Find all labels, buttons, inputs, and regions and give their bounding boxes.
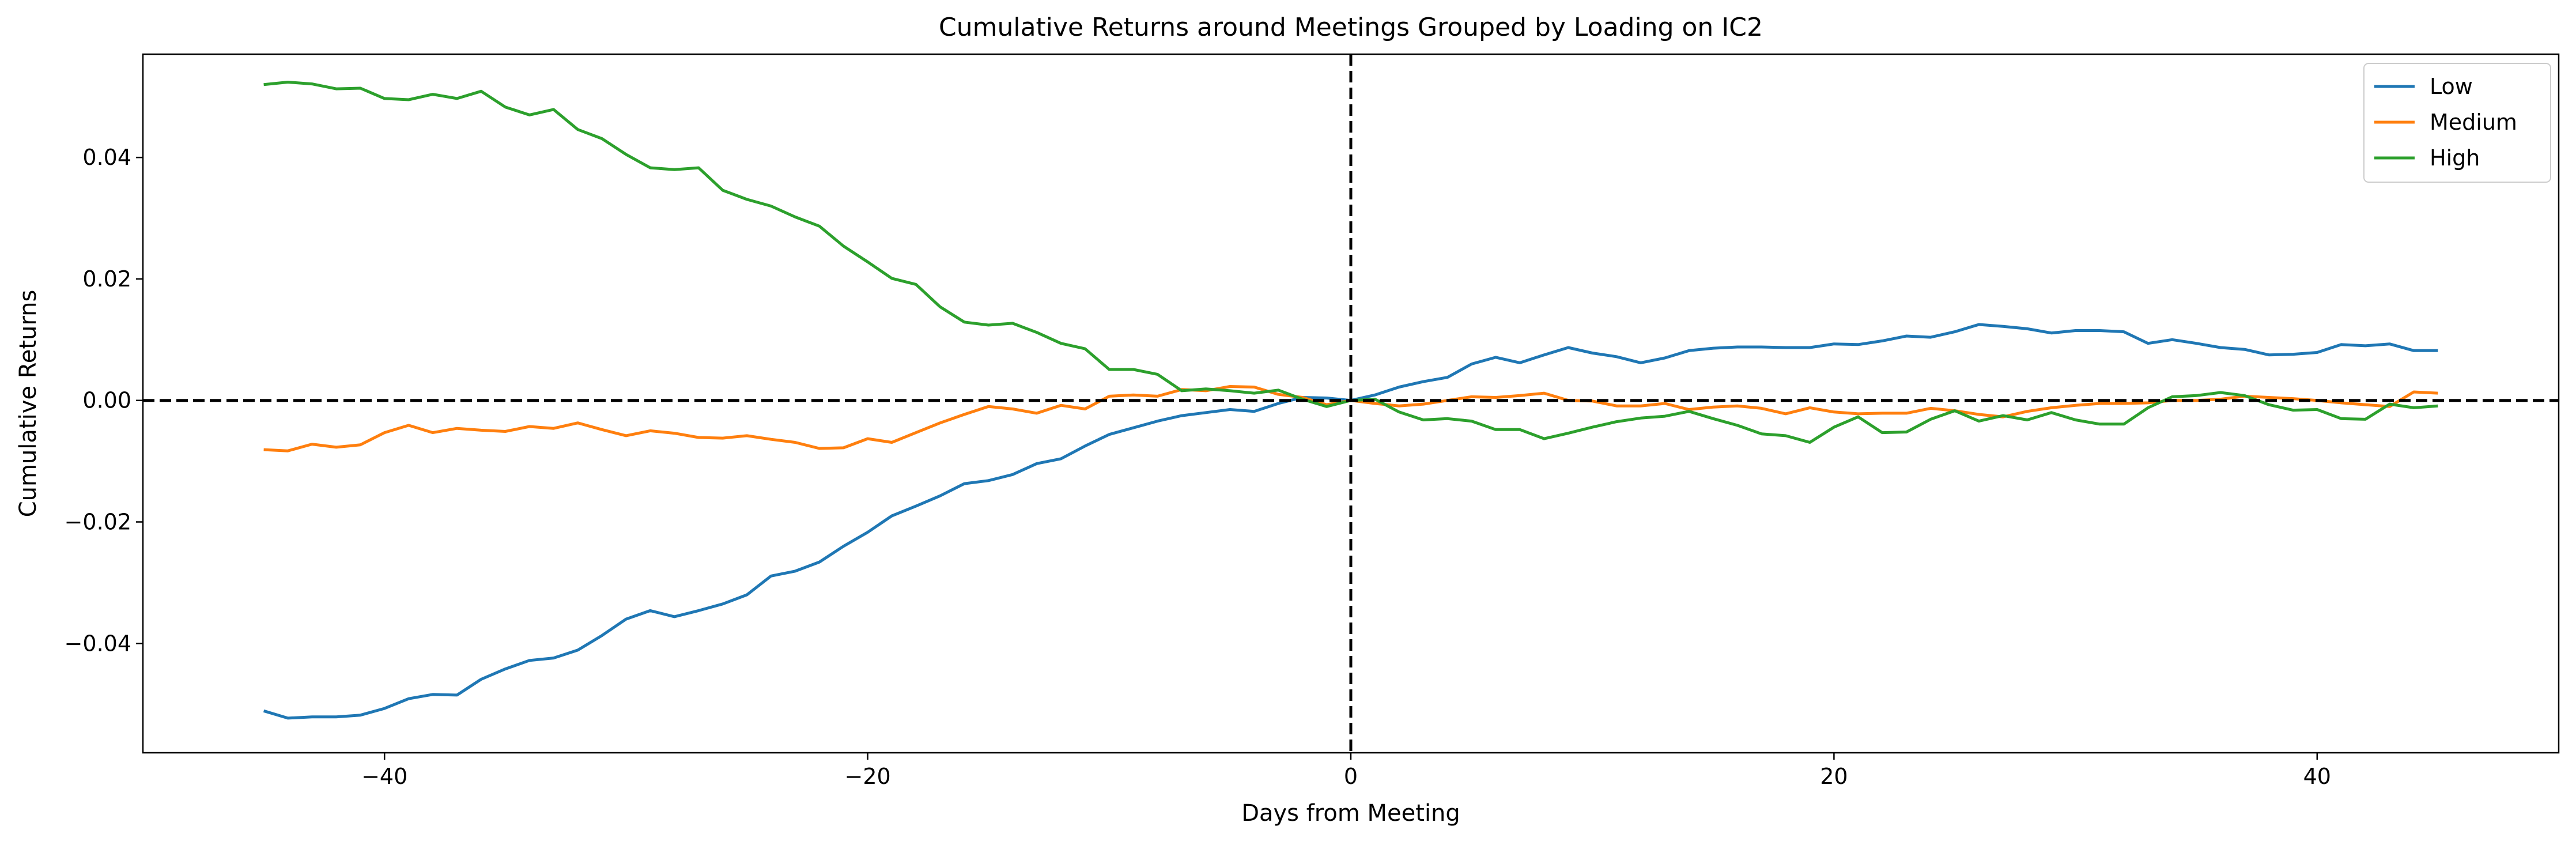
- y-tick-label: 0.02: [82, 266, 131, 292]
- legend-label-high: High: [2430, 145, 2480, 171]
- x-tick-label: −40: [361, 764, 407, 789]
- x-tick-label: 40: [2303, 764, 2331, 789]
- x-tick-label: 20: [1820, 764, 1848, 789]
- y-axis-label: Cumulative Returns: [15, 290, 41, 518]
- x-axis: −40 −20 0 20 40: [361, 753, 2331, 789]
- chart-title: Cumulative Returns around Meetings Group…: [939, 13, 1763, 42]
- y-axis: −0.04 −0.02 0.00 0.02 0.04: [65, 145, 143, 656]
- y-tick-label: 0.00: [82, 388, 131, 413]
- legend-label-medium: Medium: [2430, 110, 2517, 135]
- y-tick-label: 0.04: [82, 145, 131, 170]
- x-tick-label: −20: [844, 764, 890, 789]
- reference-lines: [143, 54, 2559, 753]
- plot-area: [142, 53, 2560, 754]
- y-tick-label: −0.02: [65, 510, 131, 535]
- x-axis-label: Days from Meeting: [1241, 800, 1460, 827]
- legend-frame: [2363, 63, 2551, 183]
- y-tick-label: −0.04: [65, 631, 131, 656]
- legend: Low Medium High: [2363, 63, 2551, 183]
- legend-label-low: Low: [2430, 74, 2473, 99]
- x-tick-label: 0: [1344, 764, 1358, 789]
